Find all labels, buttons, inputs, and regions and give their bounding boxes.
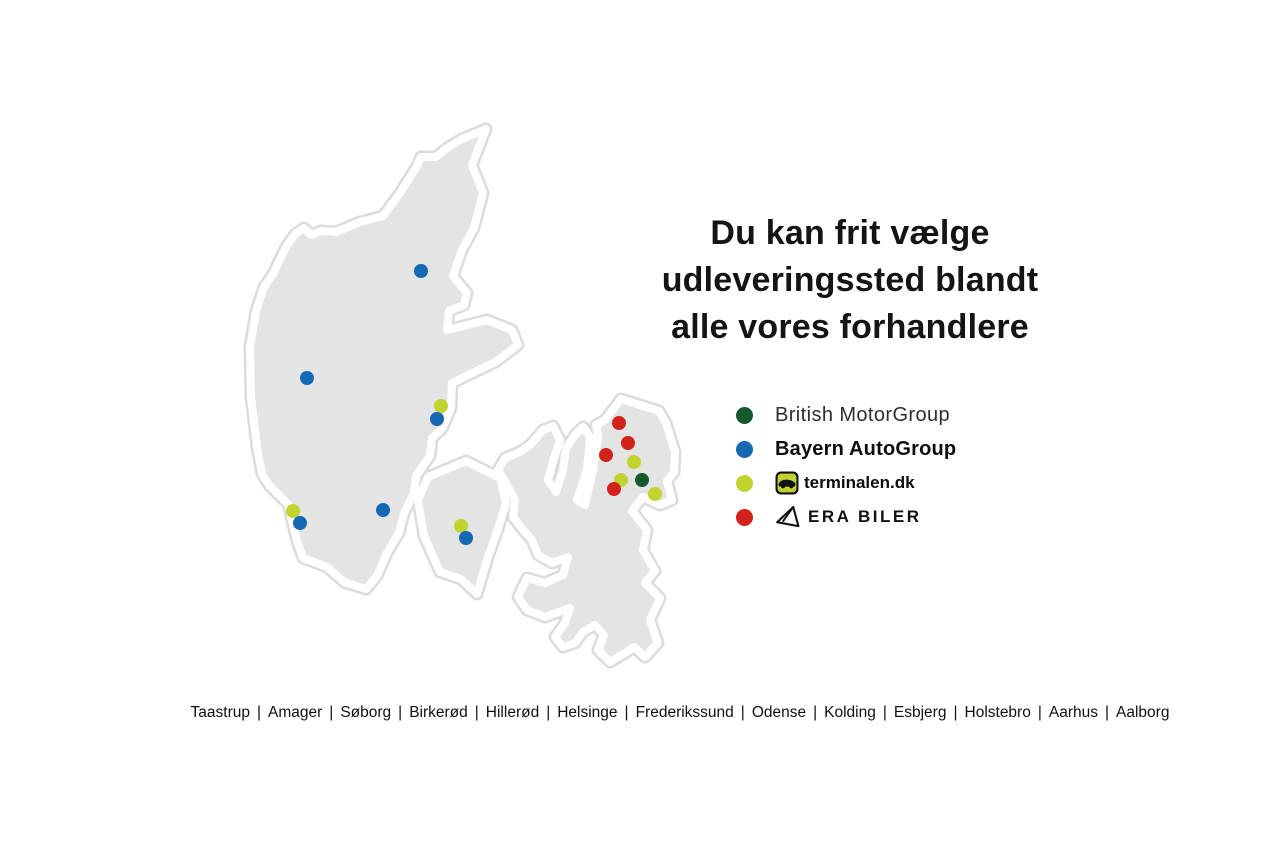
city-name: Odense (751, 704, 807, 721)
dealer-markers (286, 264, 662, 545)
dealer-marker-terminalen (434, 399, 448, 413)
dealer-marker-terminalen (454, 519, 468, 533)
cities-list: Taastrup | Amager | Søborg | Birkerød | Hillerød… (191, 704, 1170, 721)
legend-label-bayern-autogroup: Bayern AutoGroup (775, 437, 957, 460)
dealer-marker-terminalen (627, 455, 641, 469)
dealer-marker-bayern (293, 516, 307, 530)
title-line-3: alle vores forhandlere (671, 308, 1029, 346)
city-separator: | (740, 704, 745, 721)
dealer-marker-bayern (459, 531, 473, 545)
terminalen-dot-icon (736, 474, 753, 492)
zealand-landmass (494, 395, 679, 666)
city-separator: | (882, 704, 887, 721)
british-motorgroup-dot-icon (736, 406, 753, 424)
legend-label-terminalen: terminalen.dk (804, 473, 915, 492)
city-separator: | (953, 704, 958, 721)
legend-item-british-motorgroup: British MotorGroup (736, 398, 956, 432)
jutland-landmass (246, 125, 522, 593)
legend-label-era-biler: ERA BILER (808, 507, 922, 526)
legend-item-era-biler: ERA BILER (736, 500, 956, 534)
legend-item-terminalen: terminalen.dk (736, 466, 956, 500)
dealer-marker-bayern (376, 503, 390, 517)
city-separator: | (624, 704, 629, 721)
title-line-2: udleveringssted blandt (661, 261, 1039, 299)
city-name: Kolding (824, 704, 876, 721)
title-line-1: Du kan frit vælge (710, 214, 990, 252)
city-name: Søborg (340, 704, 392, 721)
city-name: Frederikssund (635, 704, 734, 721)
city-name: Holstebro (964, 704, 1031, 721)
city-name: Aarhus (1048, 704, 1098, 721)
dealer-marker-era (612, 416, 626, 430)
dealer-marker-bayern (300, 371, 314, 385)
dealer-marker-era (599, 448, 613, 462)
city-name: Aalborg (1116, 704, 1170, 721)
city-separator: | (813, 704, 818, 721)
city-separator: | (546, 704, 551, 721)
dealer-marker-era (607, 482, 621, 496)
legend-label-british-motorgroup: British MotorGroup (775, 403, 951, 426)
city-separator: | (329, 704, 334, 721)
dealer-marker-bayern (414, 264, 428, 278)
dealer-marker-terminalen (286, 504, 300, 518)
legend-item-bayern-autogroup: Bayern AutoGroup (736, 432, 956, 466)
era-biler-logo-icon (776, 505, 800, 528)
city-name: Amager (268, 704, 323, 721)
map-land-layer (246, 125, 679, 666)
page-title: Du kan frit vælge udleveringssted blandt… (630, 210, 1070, 351)
cities-bar: Taastrup | Amager | Søborg | Birkerød | Hillerød… (80, 704, 1280, 722)
city-name: Hillerød (485, 704, 540, 721)
dealer-marker-era (621, 436, 635, 450)
era-biler-dot-icon (736, 508, 753, 526)
city-separator: | (398, 704, 403, 721)
dealer-marker-bayern (430, 412, 444, 426)
city-separator: | (1037, 704, 1042, 721)
city-separator: | (474, 704, 479, 721)
city-name: Esbjerg (893, 704, 947, 721)
city-separator: | (256, 704, 261, 721)
city-separator: | (1105, 704, 1110, 721)
dealer-marker-terminalen (648, 487, 662, 501)
dealer-legend: British MotorGroup Bayern AutoGroup term… (736, 398, 956, 534)
city-name: Birkerød (409, 704, 468, 721)
bayern-autogroup-dot-icon (736, 440, 753, 458)
city-name: Taastrup (190, 704, 250, 721)
terminalen-logo-icon (775, 471, 799, 495)
dealer-marker-british (635, 473, 649, 487)
city-name: Helsinge (557, 704, 618, 721)
